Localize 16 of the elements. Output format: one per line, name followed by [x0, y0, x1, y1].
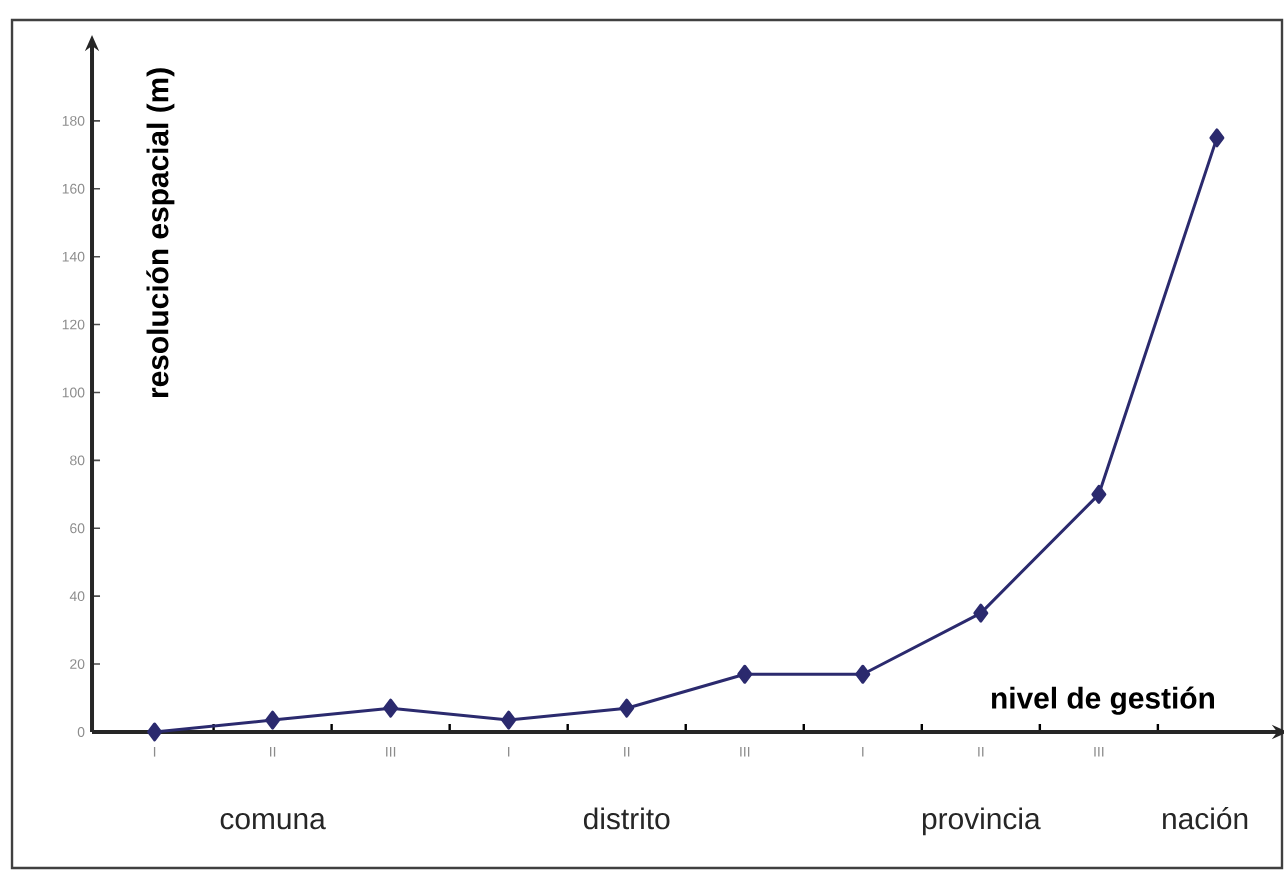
- text: comuna: [220, 813, 326, 830]
- point: [737, 664, 753, 684]
- point: [973, 603, 989, 623]
- point: [1209, 128, 1225, 148]
- point: [383, 698, 399, 718]
- text: provincia: [922, 807, 1041, 836]
- point: [1091, 484, 1107, 504]
- text: distrito: [583, 807, 670, 830]
- point: [855, 664, 871, 684]
- point: [265, 710, 281, 730]
- point: [501, 710, 517, 730]
- y-axis-title: resolución espacial (m): [146, 68, 175, 398]
- text: nación: [1163, 807, 1248, 830]
- x-axis-title: nivel de gestión: [991, 686, 1214, 715]
- point: [147, 722, 163, 742]
- point: [619, 698, 635, 718]
